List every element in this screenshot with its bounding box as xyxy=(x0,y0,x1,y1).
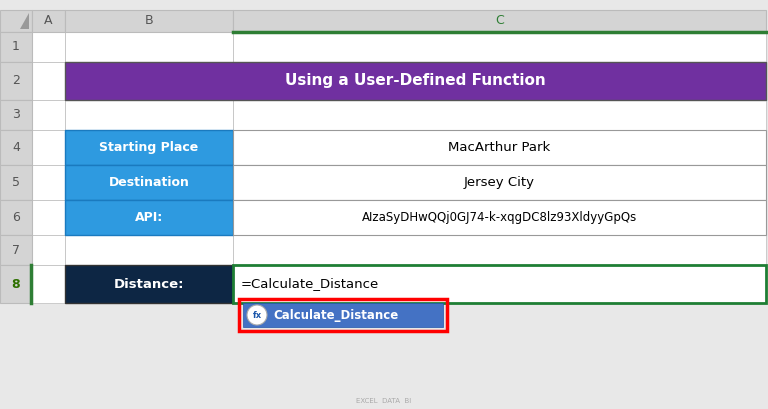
Bar xyxy=(32,265,65,303)
Text: 8: 8 xyxy=(12,277,20,290)
Bar xyxy=(233,130,766,165)
Bar xyxy=(0,235,32,265)
Text: Jersey City: Jersey City xyxy=(464,176,535,189)
Text: 7: 7 xyxy=(12,243,20,256)
Text: 4: 4 xyxy=(12,141,20,154)
Text: Using a User-Defined Function: Using a User-Defined Function xyxy=(285,74,546,88)
Bar xyxy=(0,62,32,100)
Text: EXCEL  DATA  BI: EXCEL DATA BI xyxy=(356,398,412,404)
Bar xyxy=(239,299,447,331)
Bar xyxy=(32,235,65,265)
Bar xyxy=(65,10,233,32)
Bar xyxy=(0,10,32,32)
Circle shape xyxy=(247,305,267,325)
Text: 1: 1 xyxy=(12,40,20,54)
Text: AIzaSyDHwQQj0GJ74-k-xqgDC8lz93XldyyGpQs: AIzaSyDHwQQj0GJ74-k-xqgDC8lz93XldyyGpQs xyxy=(362,211,637,224)
Text: 2: 2 xyxy=(12,74,20,88)
Bar xyxy=(32,32,65,62)
Bar xyxy=(65,235,233,265)
Text: 5: 5 xyxy=(12,176,20,189)
Bar xyxy=(65,130,233,165)
Bar xyxy=(32,100,65,130)
Bar xyxy=(65,32,233,62)
Bar xyxy=(65,265,233,303)
Text: API:: API: xyxy=(135,211,163,224)
Bar xyxy=(0,200,32,235)
Text: Destination: Destination xyxy=(108,176,190,189)
Bar xyxy=(0,130,32,165)
Bar xyxy=(65,62,766,100)
Bar xyxy=(233,165,766,200)
Bar xyxy=(32,200,65,235)
Bar xyxy=(65,165,233,200)
Bar xyxy=(0,265,32,303)
Text: Distance:: Distance: xyxy=(114,277,184,290)
Text: Starting Place: Starting Place xyxy=(99,141,199,154)
Text: 6: 6 xyxy=(12,211,20,224)
Bar xyxy=(0,10,766,303)
Text: 3: 3 xyxy=(12,108,20,121)
Bar xyxy=(65,100,233,130)
Bar xyxy=(233,200,766,235)
Bar xyxy=(0,165,32,200)
Text: C: C xyxy=(495,14,504,27)
Bar xyxy=(243,303,443,327)
Text: MacArthur Park: MacArthur Park xyxy=(449,141,551,154)
Text: Calculate_Distance: Calculate_Distance xyxy=(273,308,399,321)
Bar xyxy=(32,130,65,165)
Bar xyxy=(233,32,766,62)
Text: =Calculate_Distance: =Calculate_Distance xyxy=(241,277,379,290)
Text: fx: fx xyxy=(253,310,262,319)
Bar xyxy=(233,10,766,32)
Bar xyxy=(65,200,233,235)
Bar xyxy=(0,32,32,62)
Bar xyxy=(32,62,65,100)
Bar xyxy=(233,100,766,130)
Bar xyxy=(32,165,65,200)
Polygon shape xyxy=(20,13,29,29)
Bar xyxy=(233,235,766,265)
Bar xyxy=(0,100,32,130)
Bar xyxy=(233,265,766,303)
Text: B: B xyxy=(144,14,154,27)
Bar xyxy=(32,10,65,32)
Text: A: A xyxy=(45,14,53,27)
